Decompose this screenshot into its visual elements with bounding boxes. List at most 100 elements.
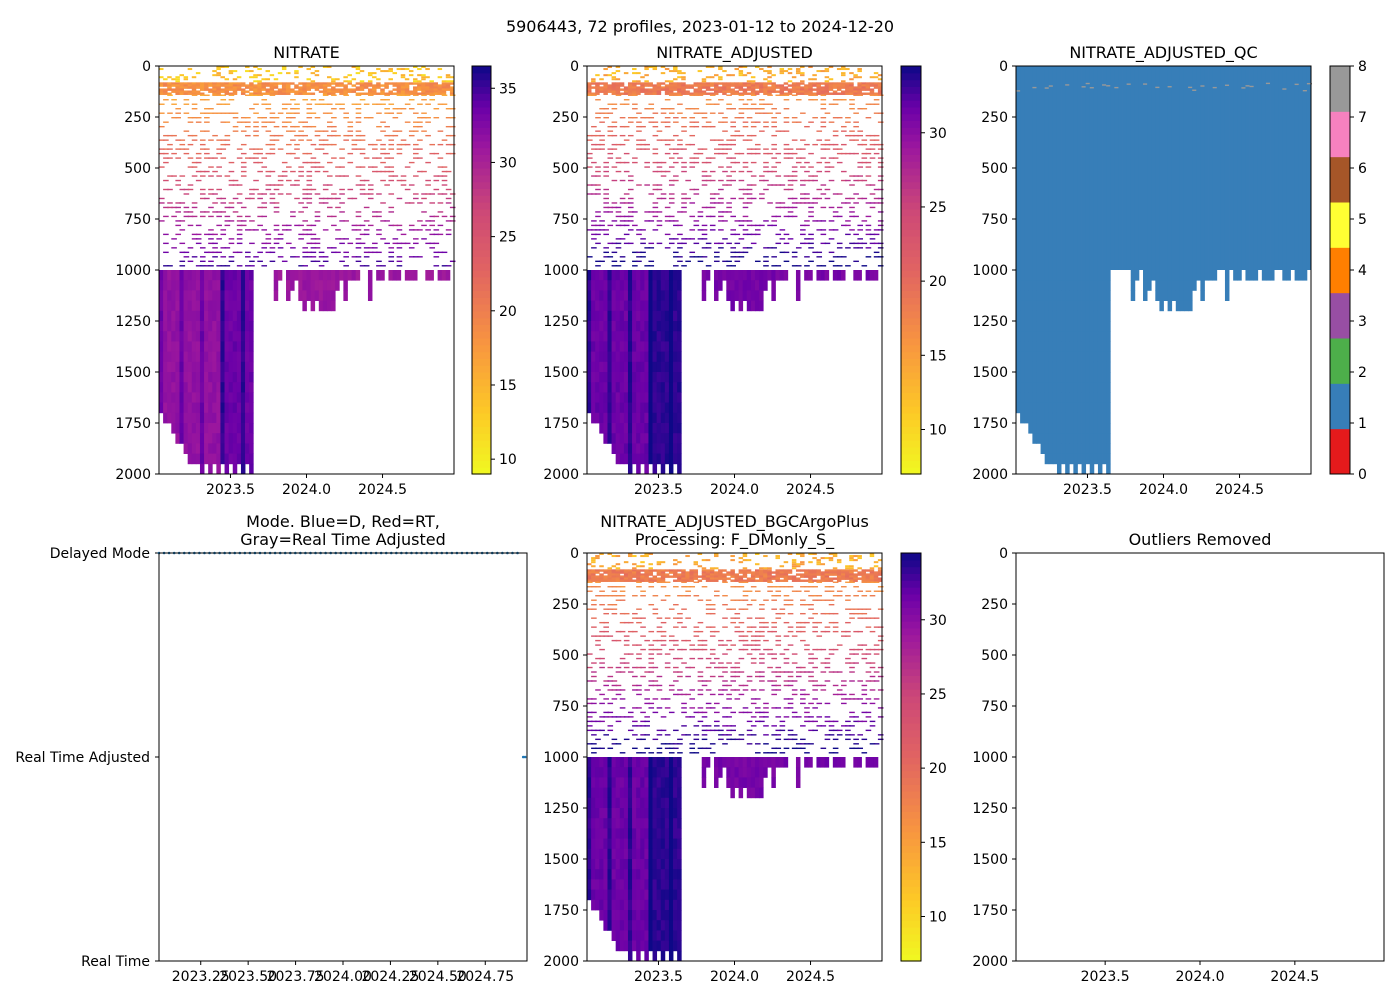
panel-3-cell <box>1093 331 1099 342</box>
panel-2-cell <box>804 92 809 95</box>
panel-1-cell <box>425 88 430 91</box>
panel-2-cell <box>800 233 806 236</box>
panel-2-cell <box>587 280 592 291</box>
panel-1-cell <box>220 412 225 424</box>
panel-2-cell <box>791 206 798 209</box>
panel-1-cell <box>212 270 217 281</box>
panel-2-cell <box>783 82 789 85</box>
panel-5-cell <box>603 571 608 574</box>
panel-1-cell <box>208 88 213 91</box>
panel-2-cell <box>734 260 741 263</box>
panel-2-cell <box>664 233 671 236</box>
panel-1-cell <box>232 300 238 312</box>
panel-1-cell <box>417 86 422 89</box>
panel-3-cell <box>1106 310 1111 322</box>
panel-1-cell <box>253 125 259 128</box>
panel-1-cell <box>413 125 419 128</box>
panel-1-cell <box>195 321 201 332</box>
panel-2-cell <box>673 341 678 352</box>
panel-2-cell <box>709 92 715 95</box>
panel-2-cell <box>595 148 601 150</box>
panel-2-cell <box>652 453 658 465</box>
panel-3-cell <box>1069 321 1074 332</box>
panel-3-cell <box>1069 66 1074 270</box>
panel-2-cell <box>824 84 830 87</box>
panel-2-cell <box>800 193 806 195</box>
panel-1-cell <box>396 94 403 96</box>
panel-5-cell <box>595 777 600 788</box>
panel-2-cell <box>656 341 662 352</box>
panel-1-cell <box>167 202 173 204</box>
panel-1-cell <box>249 84 254 87</box>
panel-3-cell <box>1085 280 1091 291</box>
panel-5-cell <box>587 680 593 682</box>
panel-2-cell <box>877 143 884 146</box>
panel-1-cell <box>220 148 227 150</box>
panel-2-cell <box>640 290 645 301</box>
panel-2-cell <box>673 310 678 322</box>
panel-2-cell <box>627 463 633 475</box>
panel-2-cell <box>759 280 764 291</box>
panel-2-cell <box>738 112 745 114</box>
panel-1-cell <box>306 256 313 258</box>
panel-2-cell <box>853 175 859 177</box>
panel-2-cell <box>754 90 760 93</box>
panel-3-cell <box>1044 402 1050 414</box>
panel-1-cell <box>179 310 184 322</box>
panel-2-cell <box>718 90 723 93</box>
panel-5-cell <box>595 889 600 901</box>
panel-2-cell <box>705 206 712 209</box>
panel-1-cell <box>421 211 427 213</box>
panel-5-cell <box>599 899 604 911</box>
panel-3-cell <box>1061 392 1066 403</box>
panel-2-cell <box>603 108 609 110</box>
panel-3-cell <box>1020 66 1025 270</box>
panel-3-cell <box>1073 270 1078 281</box>
panel-1-cell <box>322 229 329 231</box>
panel-3-cell <box>1073 443 1078 454</box>
panel-1-cell <box>326 206 333 209</box>
panel-5-cell <box>599 635 605 637</box>
panel-2-cell <box>861 108 868 110</box>
panel-5-cell <box>595 689 601 691</box>
panel-2-cell <box>607 86 612 89</box>
panel-5-cell <box>595 639 601 642</box>
panel-1-cell <box>249 433 254 444</box>
panel-1-cell <box>384 70 389 73</box>
panel-3-cell <box>1179 270 1185 281</box>
panel-1-cell <box>372 247 378 249</box>
panel-2-cell <box>648 117 655 119</box>
panel-5-cell <box>595 720 601 723</box>
panel-2-cell <box>627 215 634 218</box>
panel-2-cell <box>611 412 617 424</box>
panel-2-cell <box>648 82 653 85</box>
panel-2-cell <box>681 90 686 93</box>
panel-2-cell <box>627 423 633 434</box>
panel-2-cell <box>841 179 847 182</box>
panel-2-cell <box>591 125 597 128</box>
panel-1-cell <box>199 372 205 383</box>
panel-2-cell <box>627 134 634 137</box>
panel-2-ytick-label: 500 <box>552 161 579 177</box>
panel-2-cell <box>664 290 670 301</box>
panel-2-cell <box>640 143 646 146</box>
panel-3-cell <box>1040 412 1046 424</box>
panel-2-cell <box>660 175 667 177</box>
panel-1-cell <box>204 310 209 322</box>
panel-1-cell <box>310 86 316 89</box>
panel-5-cell <box>599 565 604 568</box>
panel-1-cell <box>445 229 452 231</box>
panel-2-cell <box>599 139 605 141</box>
panel-1-colorbar-tick-label: 25 <box>499 230 517 246</box>
panel-2-cell <box>611 72 617 75</box>
panel-1-cell <box>253 94 259 96</box>
panel-2-cell <box>820 94 827 96</box>
panel-3-cell <box>1040 331 1046 342</box>
panel-2-cell <box>767 247 773 249</box>
panel-3-cell <box>1048 351 1054 363</box>
panel-1-cell <box>306 103 313 105</box>
panel-1-cell <box>216 148 222 150</box>
panel-2-cell <box>656 331 662 342</box>
panel-2-cell <box>652 134 659 137</box>
panel-1-cell <box>171 300 176 312</box>
